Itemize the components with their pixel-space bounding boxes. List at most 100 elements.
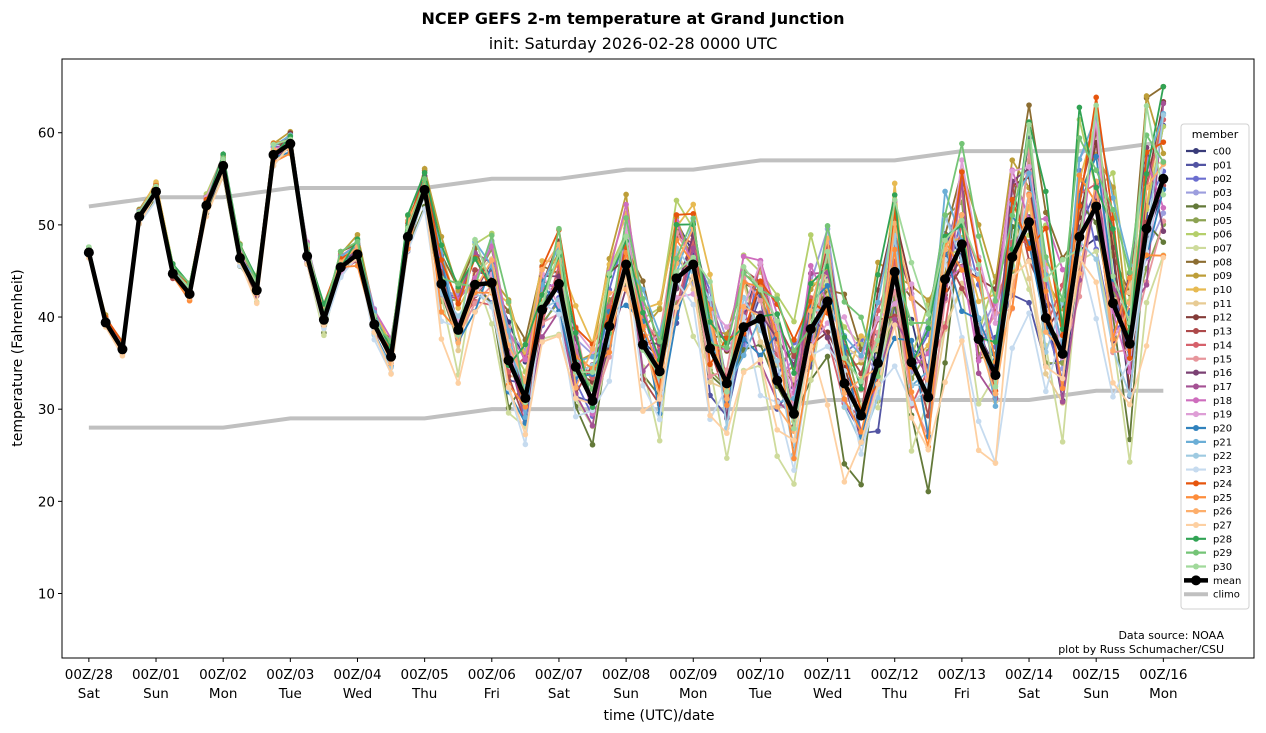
- legend-item-p29[interactable]: p29: [1186, 548, 1232, 559]
- legend-item-p07[interactable]: p07: [1186, 243, 1232, 254]
- mean-point: [940, 274, 951, 285]
- mean-point: [654, 366, 665, 377]
- legend-item-p02[interactable]: p02: [1186, 174, 1232, 185]
- legend-item-p20[interactable]: p20: [1186, 424, 1232, 435]
- member-point: [656, 437, 663, 444]
- mean-point: [839, 378, 850, 389]
- member-point: [925, 446, 932, 453]
- legend-item-p25[interactable]: p25: [1186, 493, 1232, 504]
- member-point: [1059, 375, 1066, 382]
- legend-label: p19: [1213, 410, 1232, 421]
- member-point: [1126, 355, 1133, 362]
- member-point: [1110, 195, 1116, 201]
- member-point: [925, 297, 932, 303]
- legend-item-p06[interactable]: p06: [1186, 230, 1232, 241]
- mean-point: [318, 314, 329, 325]
- legend-item-p08[interactable]: p08: [1186, 257, 1232, 268]
- legend-item-p28[interactable]: p28: [1186, 534, 1232, 545]
- legend-item-p15[interactable]: p15: [1186, 354, 1232, 365]
- member-point: [942, 237, 948, 244]
- member-point: [1143, 93, 1150, 99]
- legend-marker: [1191, 575, 1201, 586]
- member-point: [1126, 401, 1133, 408]
- member-point: [1160, 228, 1167, 235]
- legend-item-p17[interactable]: p17: [1186, 382, 1232, 393]
- mean-point: [1024, 217, 1035, 228]
- legend-item-p24[interactable]: p24: [1186, 479, 1232, 490]
- legend-item-p04[interactable]: p04: [1186, 202, 1232, 213]
- member-point: [975, 357, 982, 364]
- legend-item-p05[interactable]: p05: [1186, 216, 1232, 227]
- x-tick-label-time: 00Z/03: [266, 667, 314, 683]
- mean-point: [486, 277, 497, 288]
- member-point: [791, 347, 797, 354]
- mean-point: [621, 259, 632, 270]
- member-point: [925, 488, 932, 495]
- member-point: [1143, 343, 1150, 349]
- member-point: [455, 287, 462, 294]
- legend-item-c00[interactable]: c00: [1186, 147, 1231, 158]
- legend-item-p18[interactable]: p18: [1186, 396, 1232, 407]
- member-point: [472, 256, 478, 262]
- legend-item-p16[interactable]: p16: [1186, 368, 1232, 379]
- member-point: [757, 339, 764, 345]
- member-point: [908, 320, 915, 326]
- mean-point: [1158, 173, 1169, 184]
- legend-item-p27[interactable]: p27: [1186, 520, 1232, 531]
- member-point: [1093, 153, 1099, 160]
- legend-item-p19[interactable]: p19: [1186, 410, 1232, 421]
- member-point: [791, 425, 797, 432]
- x-tick-label-time: 00Z/28: [65, 667, 113, 683]
- mean-point: [788, 408, 799, 419]
- legend-item-p12[interactable]: p12: [1186, 313, 1232, 324]
- member-point: [1009, 212, 1016, 219]
- member-point: [1110, 347, 1116, 354]
- legend-item-p23[interactable]: p23: [1186, 465, 1232, 476]
- member-point: [791, 370, 797, 376]
- legend-item-p09[interactable]: p09: [1186, 271, 1232, 282]
- member-point: [942, 188, 948, 195]
- member-point: [807, 308, 814, 314]
- x-tick-label-time: 00Z/06: [468, 667, 516, 683]
- legend-item-climo[interactable]: climo: [1184, 590, 1240, 601]
- member-point: [959, 211, 965, 218]
- mean-point: [1057, 348, 1068, 359]
- legend-item-p22[interactable]: p22: [1186, 451, 1232, 462]
- member-point: [220, 156, 226, 163]
- legend-item-mean[interactable]: mean: [1184, 575, 1241, 587]
- member-point: [405, 212, 411, 218]
- legend-marker: [1193, 328, 1199, 335]
- legend-item-p21[interactable]: p21: [1186, 437, 1232, 448]
- legend-label: p27: [1213, 520, 1232, 531]
- legend-marker: [1193, 203, 1199, 210]
- mean-point: [637, 339, 648, 350]
- member-point: [875, 404, 881, 411]
- member-point: [891, 246, 898, 253]
- legend-item-p11[interactable]: p11: [1186, 299, 1232, 310]
- legend-item-p13[interactable]: p13: [1186, 327, 1232, 338]
- member-point: [606, 354, 613, 360]
- legend-item-p03[interactable]: p03: [1186, 188, 1232, 199]
- x-tick-label-time: 00Z/12: [871, 667, 919, 683]
- member-point: [740, 263, 747, 270]
- y-tick-label: 30: [38, 402, 55, 418]
- member-point: [959, 217, 965, 224]
- legend-marker: [1193, 244, 1199, 251]
- mean-point: [1074, 231, 1085, 242]
- legend-marker: [1193, 411, 1199, 418]
- legend-label: climo: [1213, 590, 1240, 601]
- legend-marker: [1193, 341, 1199, 348]
- member-point: [556, 311, 562, 318]
- legend-item-p14[interactable]: p14: [1186, 340, 1232, 351]
- member-point: [975, 401, 982, 407]
- legend-item-p26[interactable]: p26: [1186, 507, 1232, 518]
- member-point: [606, 378, 613, 384]
- member-point: [572, 413, 579, 420]
- legend-item-p10[interactable]: p10: [1186, 285, 1232, 296]
- mean-point: [386, 351, 397, 362]
- member-point: [959, 140, 965, 147]
- mean-point: [973, 334, 984, 345]
- legend-item-p01[interactable]: p01: [1186, 160, 1232, 171]
- legend-item-p30[interactable]: p30: [1186, 562, 1232, 573]
